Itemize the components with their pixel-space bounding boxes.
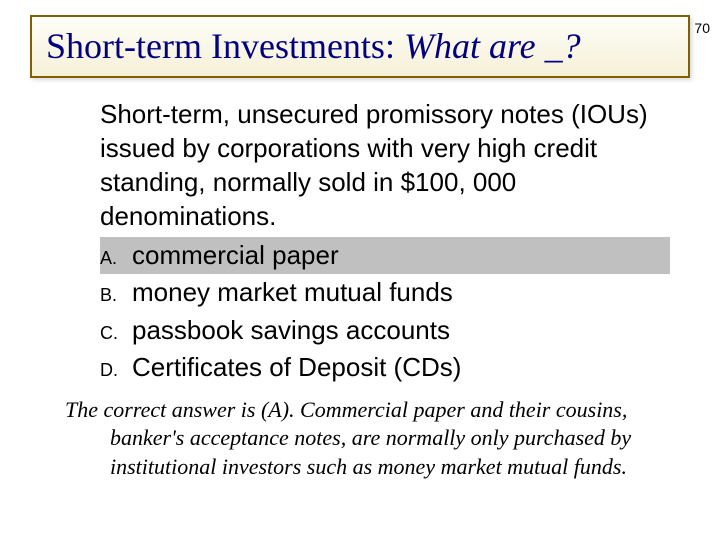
option-c: C. passbook savings accounts	[100, 312, 670, 349]
title-italic: What are _?	[404, 26, 581, 66]
option-text: commercial paper	[132, 238, 670, 273]
explanation-text: The correct answer is (A). Commercial pa…	[0, 396, 720, 482]
question-text: Short-term, unsecured promissory notes (…	[60, 98, 670, 233]
option-letter: B.	[100, 283, 132, 307]
option-letter: A.	[100, 246, 132, 270]
options-list: A. commercial paper B. money market mutu…	[60, 237, 670, 385]
slide-body: Short-term, unsecured promissory notes (…	[0, 98, 720, 386]
option-text: passbook savings accounts	[132, 313, 670, 348]
option-text: money market mutual funds	[132, 275, 670, 310]
option-letter: C.	[100, 321, 132, 345]
option-letter: D.	[100, 358, 132, 382]
option-b: B. money market mutual funds	[100, 274, 670, 311]
title-bar: Short-term Investments: What are _?	[30, 15, 690, 78]
option-text: Certificates of Deposit (CDs)	[132, 350, 670, 385]
option-d: D. Certificates of Deposit (CDs)	[100, 349, 670, 386]
slide-number: 70	[694, 20, 710, 36]
title-prefix: Short-term Investments:	[46, 26, 404, 66]
option-a: A. commercial paper	[100, 237, 670, 274]
